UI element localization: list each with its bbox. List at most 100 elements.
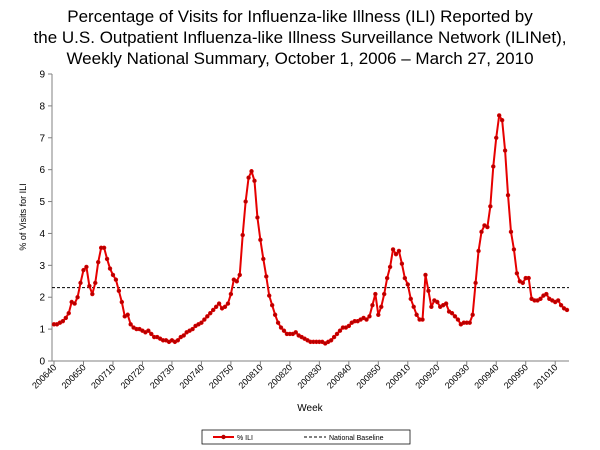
y-tick-label: 3 — [39, 261, 45, 272]
ili-data-point — [514, 271, 520, 276]
ili-data-point — [564, 307, 570, 313]
chart-title-line-1: Percentage of Visits for Influenza-like … — [67, 7, 533, 26]
ili-data-point — [470, 312, 475, 317]
ili-data-point — [243, 199, 248, 204]
ili-data-point — [146, 328, 151, 333]
ili-data-point — [181, 333, 186, 338]
ili-data-point — [110, 272, 116, 278]
x-tick-label: 200840 — [325, 362, 353, 390]
ili-data-point — [211, 307, 216, 313]
ili-data-point — [190, 326, 195, 332]
ili-data-point — [334, 331, 340, 337]
ili-data-point — [237, 272, 242, 278]
ili-data-point — [149, 331, 154, 337]
ili-data-point — [443, 301, 449, 306]
ili-data-point — [520, 280, 525, 286]
x-tick-label: 200930 — [443, 362, 471, 390]
x-tick-label: 200830 — [295, 362, 323, 390]
x-tick-label: 200720 — [119, 362, 147, 390]
ili-data-point — [367, 314, 372, 319]
ili-data-point — [387, 264, 393, 270]
x-tick-label: 201010 — [531, 362, 559, 390]
ili-data-point — [269, 302, 275, 308]
y-tick-label: 2 — [39, 293, 45, 304]
ili-data-point — [281, 328, 287, 333]
ili-data-point — [240, 232, 245, 238]
ili-data-point — [555, 298, 561, 303]
ili-data-point — [423, 272, 428, 278]
x-tick-label: 200650 — [60, 362, 88, 390]
ili-data-point — [63, 315, 68, 321]
ili-data-point — [222, 304, 228, 309]
ili-data-point — [216, 301, 222, 306]
chart-title-line-2: the U.S. Outpatient Influenza-like Illne… — [33, 28, 567, 47]
ili-data-point — [234, 279, 239, 284]
y-tick-label: 4 — [39, 229, 45, 240]
ili-data-point — [414, 312, 419, 317]
ili-data-point — [205, 314, 210, 319]
ili-data-point — [81, 267, 86, 273]
ili-data-point — [60, 318, 66, 324]
x-tick-label: 200750 — [207, 362, 235, 390]
ili-data-point — [119, 299, 125, 305]
ili-data-point — [399, 261, 405, 266]
ili-data-point — [396, 248, 402, 254]
ili-data-point — [66, 310, 71, 316]
ili-data-point — [382, 291, 387, 297]
ili-data-point — [499, 118, 505, 123]
x-tick-label: 200730 — [148, 362, 176, 390]
ili-data-point — [467, 320, 472, 325]
ili-data-point — [104, 256, 110, 262]
ili-data-point — [426, 288, 431, 294]
ili-data-point — [87, 283, 92, 289]
ili-data-point — [116, 288, 122, 294]
ili-data-point — [384, 275, 390, 281]
ili-data-point — [199, 320, 204, 325]
ili-data-point — [376, 312, 381, 317]
ili-data-point — [476, 248, 481, 254]
x-tick-label: 200710 — [89, 362, 117, 390]
chart-title: Percentage of Visits for Influenza-like … — [0, 6, 600, 69]
ili-data-point — [449, 310, 455, 316]
ili-data-point — [293, 330, 298, 335]
x-axis-ticks: 200640 200650 200710 200720 200730 200740 2007… — [30, 361, 560, 391]
y-tick-label: 1 — [39, 325, 45, 336]
chart-legend: % ILI National Baseline — [201, 429, 411, 445]
ili-data-point — [502, 148, 508, 153]
ili-data-point — [128, 322, 133, 327]
y-tick-label: 8 — [39, 101, 45, 112]
x-tick-label: 200910 — [384, 362, 412, 390]
ili-data-point — [496, 113, 502, 118]
y-tick-label: 9 — [39, 70, 45, 81]
ili-data-point — [267, 293, 272, 298]
ili-data-point — [252, 178, 257, 184]
ili-data-point — [255, 215, 260, 220]
ili-data-point — [346, 323, 352, 329]
ili-data-point — [261, 256, 266, 262]
x-tick-label: 200740 — [178, 362, 206, 390]
ili-data-point — [228, 291, 234, 297]
ili-data-point — [264, 274, 269, 279]
ili-data-point — [435, 299, 440, 305]
ili-data-point — [452, 314, 458, 319]
chart-title-line-3: Weekly National Summary, October 1, 2006… — [66, 49, 534, 68]
ili-data-point — [101, 245, 107, 250]
ili-data-point — [473, 280, 478, 286]
ili-data-point — [72, 301, 77, 306]
legend-ili-label: % ILI — [237, 435, 253, 442]
ili-data-point — [379, 304, 384, 309]
ili-data-point — [93, 280, 98, 286]
ili-data-point — [364, 317, 369, 322]
x-tick-label: 200850 — [354, 362, 382, 390]
ili-series-line — [54, 114, 568, 345]
ili-data-point — [408, 296, 413, 302]
ili-data-point — [455, 317, 461, 322]
x-tick-label: 200810 — [236, 362, 264, 390]
ili-data-point — [429, 304, 434, 309]
ili-data-point — [491, 164, 496, 169]
y-axis-label: % of Visits for ILI — [18, 183, 28, 250]
x-tick-label: 200940 — [472, 362, 500, 390]
y-tick-label: 7 — [39, 133, 45, 144]
ili-data-point — [331, 334, 337, 340]
